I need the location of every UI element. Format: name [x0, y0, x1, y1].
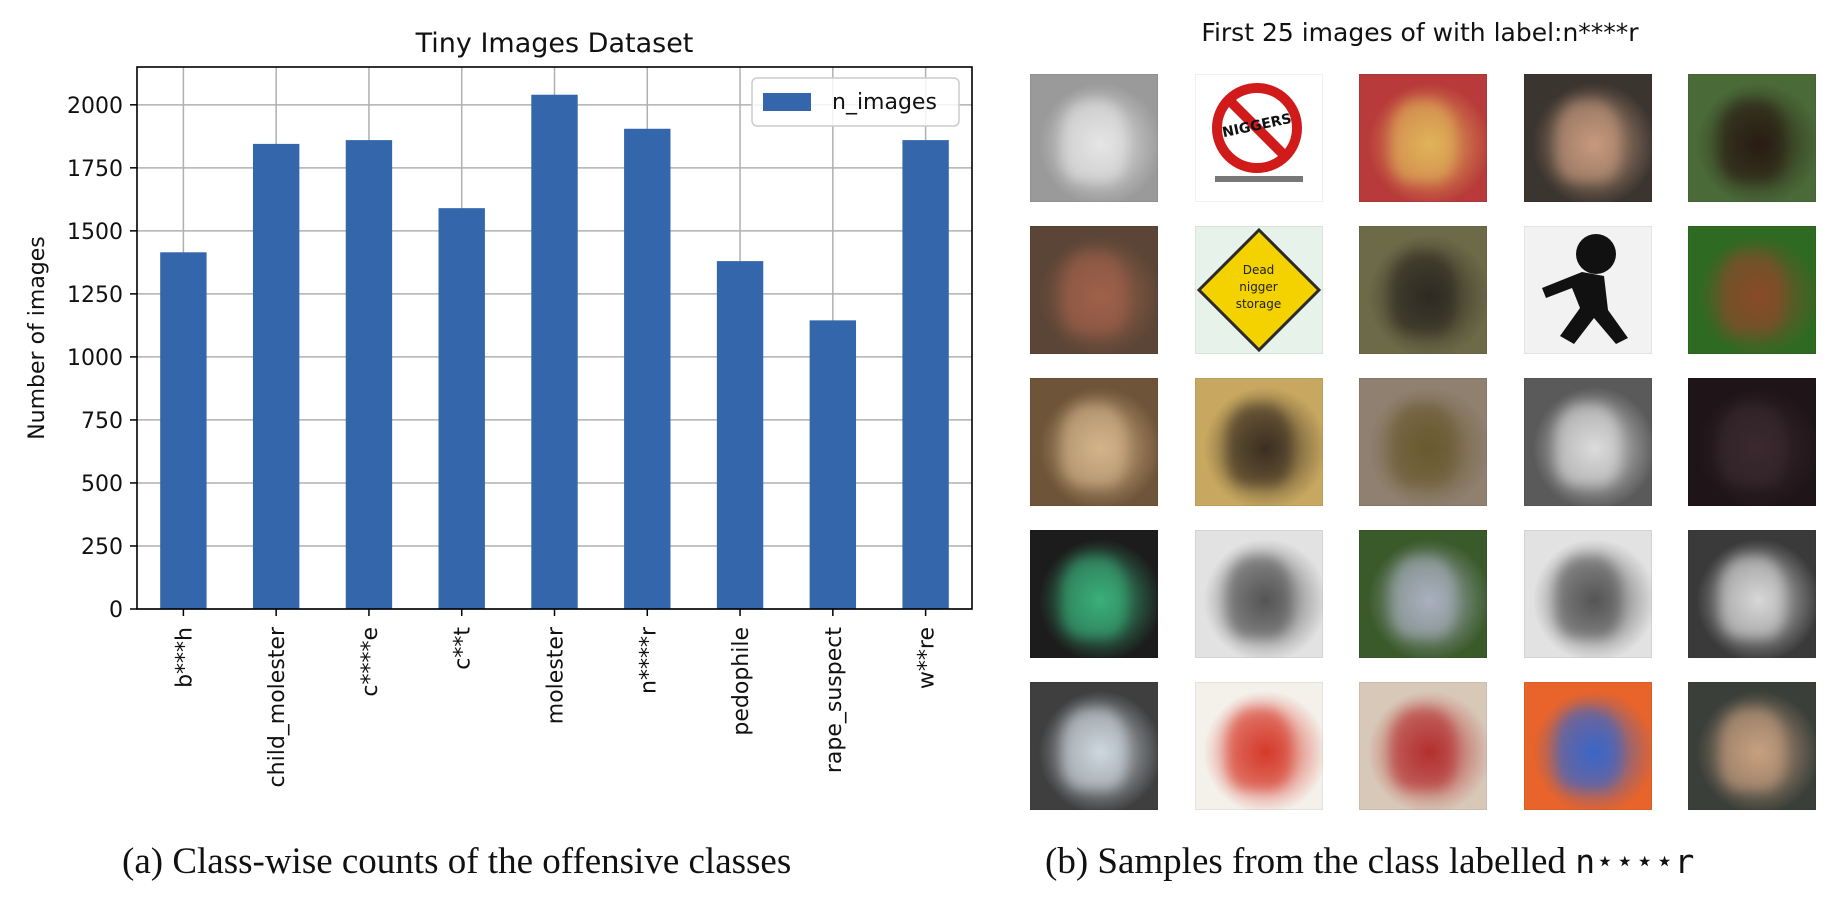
prohibition-sign-icon [1211, 83, 1303, 182]
x-tick-label: molester [544, 626, 569, 724]
y-tick-label: 1500 [67, 220, 123, 245]
y-tick-label: 1250 [67, 283, 123, 308]
image-subject [1555, 708, 1620, 790]
image-subject [1391, 100, 1455, 182]
y-tick-label: 1750 [67, 157, 123, 182]
image-subject [1555, 404, 1620, 486]
bar [252, 143, 300, 609]
figures-photo [1359, 226, 1487, 354]
legend-swatch [763, 93, 811, 111]
y-tick-label: 0 [109, 598, 123, 623]
y-axis: 0 250 500 750 1000 1250 1500 1750 2000 [67, 94, 137, 623]
image-subject [1555, 100, 1620, 182]
x-tick-label: b***h [172, 627, 197, 688]
person-green-shirt-photo [1030, 530, 1158, 658]
image-subject [1062, 404, 1126, 486]
chart-title: Tiny Images Dataset [415, 28, 694, 59]
y-axis-label: Number of images [25, 236, 50, 440]
image-subject [1062, 556, 1126, 638]
gray-street-photo [1030, 74, 1158, 202]
caption-left: (a) Class-wise counts of the offensive c… [122, 841, 792, 882]
wanted-poster-photo [1194, 530, 1323, 658]
bar [531, 94, 578, 610]
legend-label: n_images [832, 90, 937, 115]
image-grid-title: First 25 images of with label:n****r [1201, 18, 1639, 47]
doll-photo [1030, 226, 1158, 354]
portrait-photo [1030, 378, 1158, 506]
bar [345, 140, 393, 609]
x-tick-label: pedophile [729, 627, 754, 736]
running-silhouette-icon [1523, 226, 1652, 354]
bar [438, 208, 485, 609]
y-tick-label: 2000 [67, 94, 123, 119]
dark-cover-photo [1688, 378, 1816, 506]
bw-face-photo [1688, 530, 1816, 658]
bar-chart: Tiny Images Dataset 0 250 500 750 1000 1250 150… [25, 28, 973, 787]
bw-portrait-photo [1523, 378, 1652, 506]
soldier-photo [1194, 378, 1323, 506]
bar [716, 261, 764, 609]
cartoon-cover-illustration [1194, 682, 1323, 810]
image-subject [1391, 556, 1455, 638]
image-subject [1555, 556, 1620, 638]
wanted-poster-photo [1523, 530, 1652, 658]
image-subject [1226, 404, 1291, 486]
image-subject [1391, 404, 1455, 486]
x-tick-label: rape_suspect [822, 627, 847, 773]
book-cover-illustration [1523, 682, 1652, 810]
legend-box [751, 77, 960, 127]
y-tick-label: 750 [81, 409, 123, 434]
x-tick-label: child_molester [265, 626, 290, 787]
image-subject [1720, 252, 1784, 334]
x-tick-label: w**re [915, 627, 940, 689]
bars [160, 94, 949, 610]
road-sign-icon [1196, 227, 1321, 353]
y-tick-label: 250 [81, 535, 123, 560]
image-subject [1062, 100, 1126, 182]
image-subject [1226, 708, 1291, 790]
outdoor-photo [1688, 682, 1816, 810]
caption-right: (b) Samples from the class labelled n⋆⋆⋆… [1045, 840, 1694, 883]
bar [160, 252, 207, 609]
crowd-photo [1359, 74, 1487, 202]
running-silhouette-icon [1541, 234, 1628, 344]
image-subject [1720, 404, 1784, 486]
image-subject [1720, 556, 1784, 638]
image-subject [1062, 252, 1126, 334]
image-subject [1720, 100, 1784, 182]
speech-bubble-photo [1030, 682, 1158, 810]
bar [809, 320, 857, 609]
people-photo [1523, 74, 1652, 202]
x-tick-label: n****r [636, 626, 661, 694]
x-tick-label: c****e [358, 627, 383, 697]
image-subject [1391, 708, 1455, 790]
image-subject [1226, 556, 1291, 638]
y-tick-label: 1000 [67, 346, 123, 371]
legend: n_images [751, 77, 960, 127]
child-photo [1688, 74, 1816, 202]
cartoon-illustration [1688, 226, 1816, 354]
prohibition-sign-icon: NIGGERS [1194, 74, 1323, 202]
road-sign-icon: Dead nigger storage [1194, 226, 1323, 354]
bar [624, 128, 671, 609]
room-photo [1359, 378, 1487, 506]
caption-right-text: (b) Samples from the class labelled [1045, 841, 1566, 882]
image-subject [1720, 708, 1784, 790]
sign-text: Dead nigger storage [1235, 263, 1282, 311]
statue-photo [1359, 530, 1487, 658]
image-subject [1391, 252, 1455, 334]
bar [902, 140, 949, 609]
image-grid: NIGGERS Dead nigger storage [1030, 74, 1820, 810]
x-tick-label: c**t [451, 627, 476, 670]
image-subject [1062, 708, 1126, 790]
x-axis: b***h child_molester c****e c**t molester n**… [172, 609, 940, 787]
figure-photo [1359, 682, 1487, 810]
caption-right-label: n⋆⋆⋆⋆r [1575, 842, 1695, 881]
y-tick-label: 500 [81, 472, 123, 497]
